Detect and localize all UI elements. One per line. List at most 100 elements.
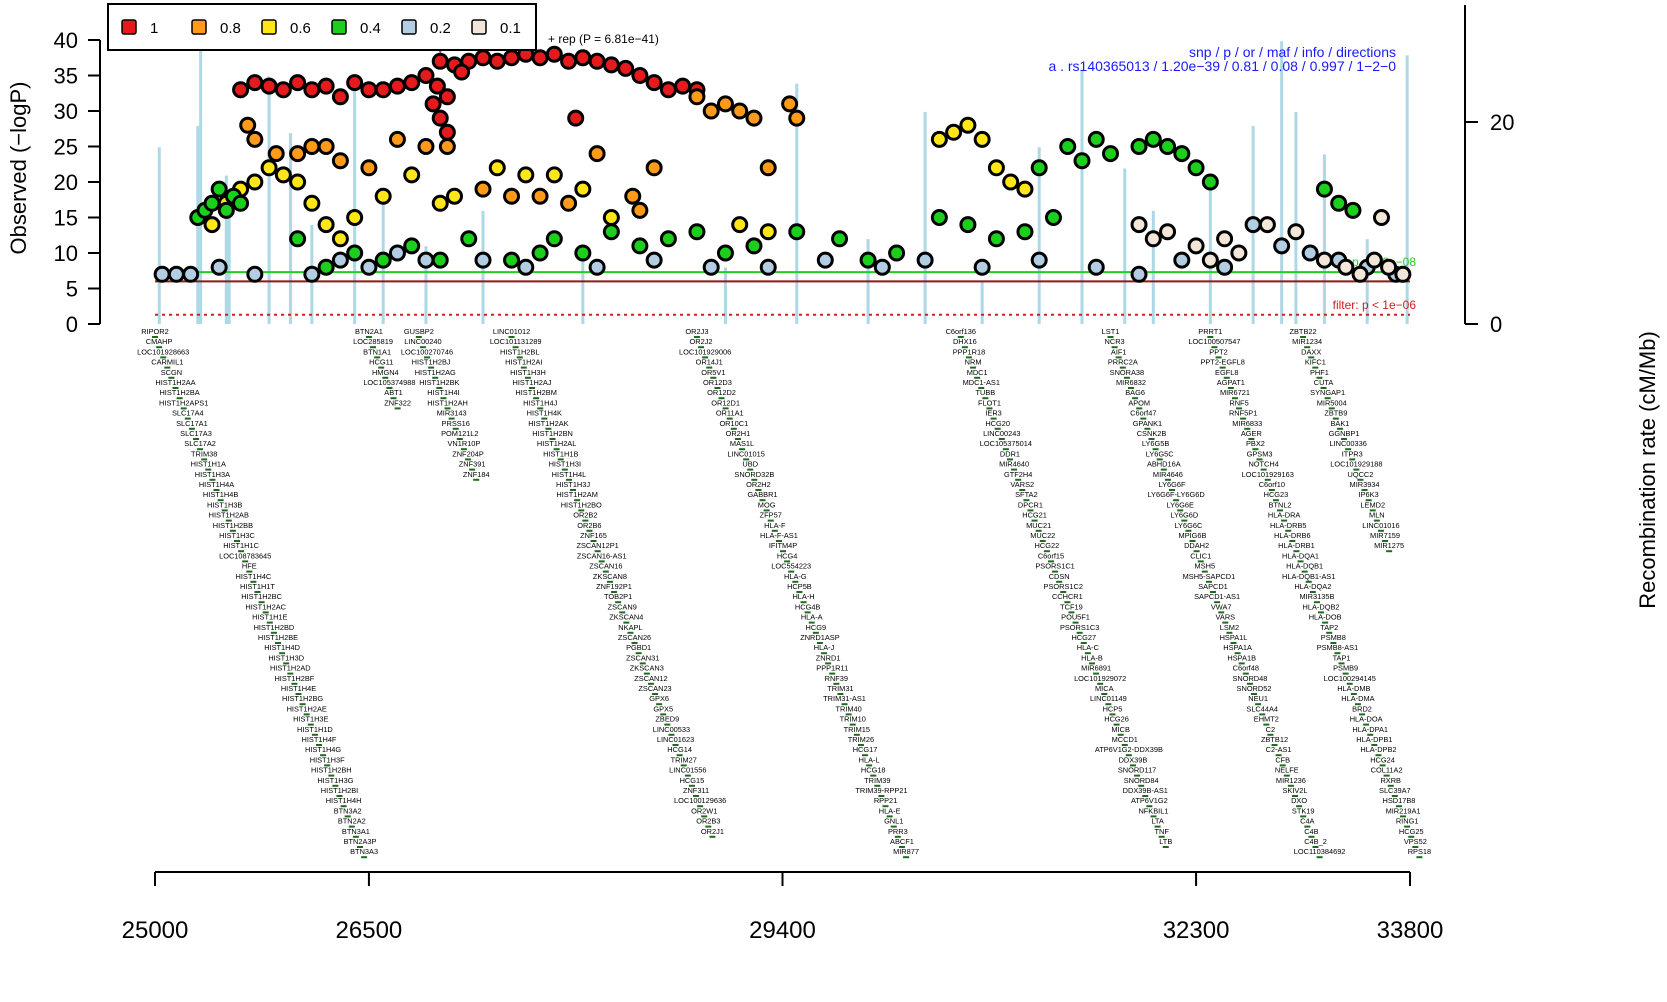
snp-point <box>973 258 991 276</box>
gene-label: LOC101929188 <box>1330 460 1382 469</box>
gene-label: LOC108783645 <box>219 551 271 560</box>
snp-point <box>453 63 471 81</box>
gene-label: HIST1H3G <box>317 776 353 785</box>
snp-point <box>289 230 307 248</box>
snp-point <box>517 258 535 276</box>
gene-label: LTA <box>1151 817 1164 826</box>
gene-label: OR2B6 <box>577 521 601 530</box>
gene-label: RXRB <box>1380 776 1401 785</box>
gene-label: HIST1H3E <box>293 715 328 724</box>
gene-label: SLC17A2 <box>184 439 216 448</box>
gene-label: MUC21 <box>1026 521 1051 530</box>
gene-label: HIST1H2BJ <box>412 358 451 367</box>
gene-label: HCP5B <box>787 582 812 591</box>
snp-point <box>631 67 649 84</box>
gene-label: BTN2A1 <box>355 327 383 336</box>
snp-point <box>1030 251 1048 269</box>
gene-label: HLA-A <box>801 613 823 622</box>
gene-label: PBX2 <box>1246 439 1265 448</box>
snp-point <box>1030 159 1048 177</box>
gene-label: GPX5 <box>653 704 673 713</box>
snp-point <box>531 244 549 262</box>
gene-label: LY6G6F-LY6G6D <box>1147 490 1204 499</box>
gene-label: MIR1275 <box>1374 541 1404 550</box>
gene-label: LINC01016 <box>1362 521 1399 530</box>
snp-point <box>517 166 535 184</box>
gene-label: GTF2H4 <box>1004 470 1032 479</box>
gene-label: HIST1H4I <box>427 388 459 397</box>
snp-point <box>916 251 934 269</box>
x-axis-tick-label: 33800 <box>1377 917 1444 944</box>
snp-point <box>1365 251 1383 269</box>
gene-label: SLC17A4 <box>172 409 204 418</box>
gene-label: SKIV2L <box>1282 786 1307 795</box>
snp-point <box>431 194 449 212</box>
recomb-bar <box>1405 55 1409 325</box>
snp-point <box>488 159 506 177</box>
snp-point <box>303 265 321 283</box>
recomb-bar <box>581 253 585 324</box>
gene-label: C2 <box>1266 725 1275 734</box>
gene-label: HIST1H4F <box>302 735 337 744</box>
gene-label: PRRT1 <box>1198 327 1222 336</box>
snp-point <box>424 95 442 113</box>
gene-label: HIST1H2BO <box>561 500 602 509</box>
snp-point <box>659 81 677 99</box>
snp-point <box>987 230 1005 248</box>
snp-point <box>331 230 349 248</box>
gene-label: HLA-DMB <box>1337 684 1370 693</box>
gene-label: SAPCD1-AS1 <box>1194 592 1240 601</box>
snp-point <box>716 95 734 113</box>
snp-point <box>1059 138 1077 155</box>
gene-label: TRIM31 <box>827 684 853 693</box>
gene-label: HIST1H1E <box>252 613 287 622</box>
legend-label: 0.4 <box>360 20 381 37</box>
gene-label: HIST1H1T <box>240 582 275 591</box>
gene-label: HIST1H4A <box>199 480 234 489</box>
gene-label: HIST1H2AL <box>537 439 576 448</box>
snp-point <box>431 251 449 269</box>
snp-point <box>531 49 549 67</box>
gene-label: ZNF192P1 <box>596 582 632 591</box>
gene-label: OR2H2 <box>746 480 771 489</box>
gene-label: VWA7 <box>1211 602 1232 611</box>
snp-point <box>403 166 421 184</box>
lead-snp-rep-text: + rep (P = 6.81e−41) <box>548 32 659 46</box>
gene-label: HLA-DQA2 <box>1294 582 1331 591</box>
y-axis-left-tick-label: 5 <box>66 277 78 302</box>
gene-label: OR14J1 <box>696 358 723 367</box>
snp-point <box>1130 138 1148 155</box>
snp-point <box>567 109 585 127</box>
gene-label: HIST1H2BG <box>282 694 323 703</box>
recomb-bar <box>1123 168 1127 324</box>
gene-label: NFKBIL1 <box>1138 806 1168 815</box>
gene-label: HIST1H2AD <box>270 664 311 673</box>
snp-point <box>346 74 364 92</box>
snp-point <box>888 244 906 262</box>
snp-points: a <box>153 24 1412 283</box>
snp-point <box>1187 237 1205 255</box>
gene-label: PPT2 <box>1209 347 1227 356</box>
snp-point <box>403 74 421 92</box>
gene-label: HLA-DRB6 <box>1274 531 1311 540</box>
gene-label: HIST1H2BL <box>500 347 539 356</box>
y-axis-left-tick-label: 30 <box>54 99 78 124</box>
gene-label: MICA <box>1095 684 1114 693</box>
recomb-bar <box>1151 210 1155 324</box>
gene-label: OR2J3 <box>685 327 708 336</box>
snp-point <box>428 77 446 95</box>
gene-label: HLA-DRB5 <box>1270 521 1307 530</box>
recomb-bar <box>795 83 799 325</box>
gene-label: PSORS1C3 <box>1060 623 1099 632</box>
snp-point <box>624 187 642 205</box>
gene-label: HCG23 <box>1264 490 1289 499</box>
gene-label: NCR3 <box>1105 337 1125 346</box>
gene-label: C6orf47 <box>1130 409 1156 418</box>
gene-label: ABT1 <box>384 388 402 397</box>
gene-label: LOC554223 <box>771 562 811 571</box>
gene-label: HIST1H2BH <box>311 766 352 775</box>
gene-label: ZNF391 <box>459 460 486 469</box>
y-axis-left-tick-label: 20 <box>54 170 78 195</box>
gene-label: DDR1 <box>1000 449 1020 458</box>
gene-label: MIR3135B <box>1299 592 1334 601</box>
